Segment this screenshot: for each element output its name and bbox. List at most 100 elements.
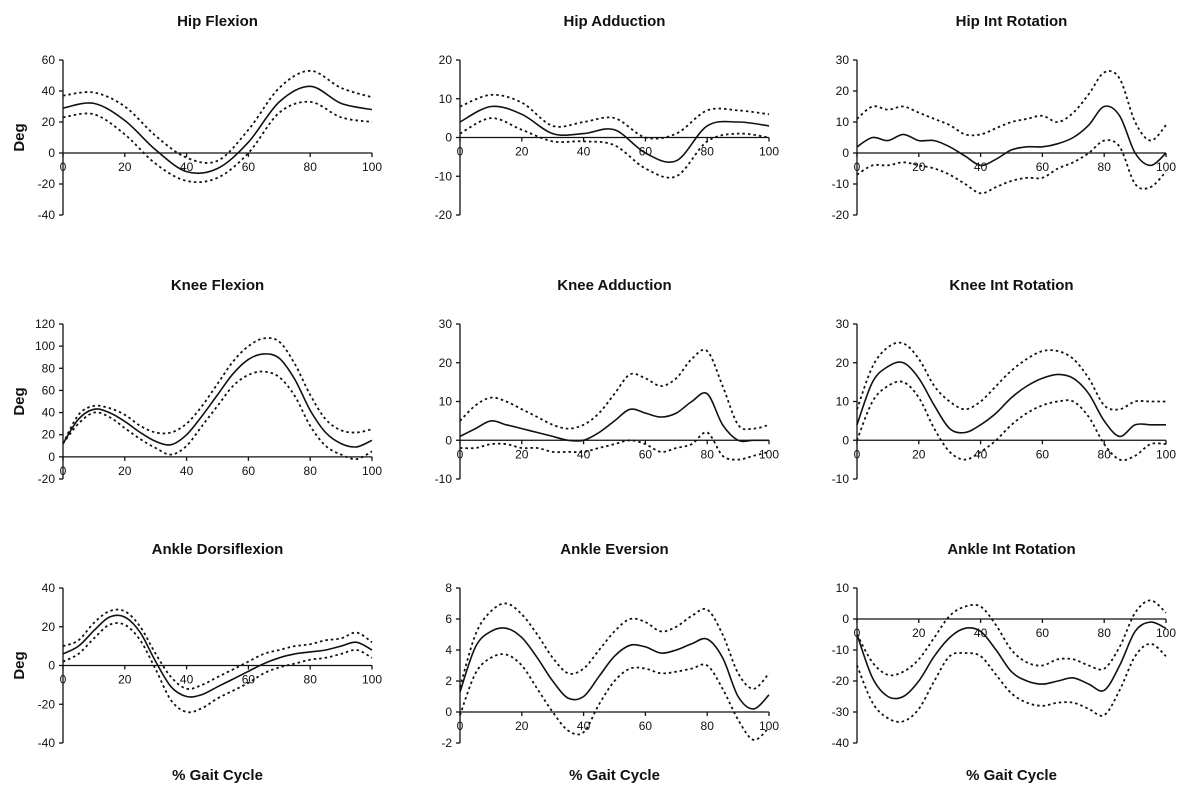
- x-axis-label: % Gait Cycle: [172, 767, 263, 784]
- y-tick-label: -40: [832, 736, 850, 750]
- y-tick-label: 20: [439, 356, 453, 370]
- y-tick-label: 30: [836, 53, 850, 67]
- y-tick-label: 20: [836, 356, 850, 370]
- y-tick-label: 30: [836, 317, 850, 331]
- chart-panel-6: Knee Int Rotation -10 0 10 20 30 0 20 40 60 80 100: [794, 264, 1191, 528]
- chart-title: Ankle Dorsiflexion: [152, 541, 284, 558]
- y-tick-label: 10: [836, 581, 850, 595]
- y-tick-label: 10: [439, 92, 453, 106]
- series-upper-line: [856, 599, 1167, 677]
- x-tick-label: 80: [304, 160, 318, 174]
- x-tick-label: 20: [912, 626, 926, 640]
- chart-panel-9: Ankle Int Rotation -40 -30 -20 -10 0 10 0 20 40 60…: [794, 528, 1191, 792]
- series-mean-line: [856, 621, 1167, 700]
- x-axis-label: % Gait Cycle: [966, 767, 1057, 784]
- x-tick-label: 100: [362, 464, 382, 478]
- chart-svg: Knee Flexion -20 0 20 40 60 80 100 120 0 20 40 60 80 1…: [11, 277, 382, 486]
- series-mean-line: [459, 392, 769, 443]
- y-tick-label: 0: [445, 433, 452, 447]
- x-tick-label: 40: [180, 464, 194, 478]
- x-tick-label: 20: [118, 464, 132, 478]
- y-tick-label: -20: [38, 697, 56, 711]
- series-lower-line: [459, 653, 770, 741]
- series-upper-line: [459, 93, 770, 140]
- chart-title: Ankle Int Rotation: [947, 541, 1075, 558]
- series-mean-line: [459, 627, 770, 710]
- x-tick-label: 80: [701, 447, 715, 461]
- x-tick-label: 100: [362, 160, 382, 174]
- x-tick-label: 20: [515, 447, 529, 461]
- y-tick-label: 120: [35, 317, 55, 331]
- x-tick-label: 40: [974, 447, 988, 461]
- series-upper-line: [459, 348, 770, 431]
- series-lower-line: [62, 370, 373, 461]
- y-tick-label: 60: [42, 383, 56, 397]
- chart-title: Hip Int Rotation: [956, 13, 1068, 30]
- series-upper-line: [62, 608, 373, 690]
- y-tick-label: 20: [42, 428, 56, 442]
- y-tick-label: -30: [832, 705, 850, 719]
- y-axis-label: Deg: [11, 123, 28, 151]
- y-tick-label: 10: [439, 395, 453, 409]
- y-tick-label: 0: [842, 146, 849, 160]
- x-tick-label: 100: [1156, 160, 1176, 174]
- x-tick-label: 0: [854, 160, 861, 174]
- x-tick-label: 20: [515, 719, 529, 733]
- y-tick-label: 4: [445, 643, 452, 657]
- x-tick-label: 100: [759, 447, 779, 461]
- x-tick-label: 100: [362, 673, 382, 687]
- series-mean-line: [459, 105, 770, 164]
- x-tick-label: 100: [759, 719, 779, 733]
- x-tick-label: 20: [912, 160, 926, 174]
- y-tick-label: 40: [42, 581, 56, 595]
- y-axis-label: Deg: [11, 651, 28, 679]
- y-tick-label: 0: [445, 131, 452, 145]
- x-tick-label: 60: [1036, 447, 1050, 461]
- x-tick-label: 60: [1036, 160, 1050, 174]
- y-tick-label: -20: [435, 208, 453, 222]
- y-tick-label: 40: [42, 84, 56, 98]
- y-tick-label: 0: [842, 612, 849, 626]
- y-tick-label: -10: [435, 472, 453, 486]
- y-tick-label: -20: [832, 674, 850, 688]
- series-mean-line: [62, 353, 373, 448]
- y-tick-label: 20: [836, 84, 850, 98]
- y-tick-label: 0: [48, 146, 55, 160]
- y-tick-label: 20: [42, 620, 56, 634]
- chart-title: Hip Flexion: [177, 13, 258, 30]
- x-tick-label: 100: [759, 145, 779, 159]
- y-tick-label: 100: [35, 339, 55, 353]
- y-axis-label: Deg: [11, 387, 28, 415]
- y-tick-label: 40: [42, 406, 56, 420]
- x-tick-label: 40: [577, 447, 591, 461]
- y-tick-label: 0: [445, 705, 452, 719]
- x-tick-label: 20: [515, 145, 529, 159]
- series-lower-line: [62, 622, 373, 714]
- y-tick-label: -10: [832, 177, 850, 191]
- y-tick-label: 0: [48, 450, 55, 464]
- x-tick-label: 40: [974, 160, 988, 174]
- x-tick-label: 100: [1156, 447, 1176, 461]
- series-mean-line: [62, 614, 373, 698]
- series-mean-line: [856, 361, 1166, 438]
- series-upper-line: [856, 341, 1166, 411]
- series-upper-line: [856, 70, 1167, 142]
- y-tick-label: -40: [38, 208, 56, 222]
- y-tick-label: 2: [445, 674, 452, 688]
- x-tick-label: 0: [854, 447, 861, 461]
- y-tick-label: -40: [38, 736, 56, 750]
- series-upper-line: [62, 337, 373, 445]
- series-lower-line: [459, 431, 770, 461]
- x-tick-label: 60: [639, 447, 653, 461]
- series-mean-line: [62, 85, 373, 175]
- series-lower-line: [856, 642, 1167, 723]
- x-tick-label: 60: [242, 464, 256, 478]
- chart-panel-5: Knee Adduction -10 0 10 20 30 0 20 40 60 80 100: [397, 264, 794, 528]
- series-upper-line: [459, 602, 770, 690]
- y-tick-label: 60: [42, 53, 56, 67]
- y-tick-label: 8: [445, 581, 452, 595]
- x-tick-label: 0: [457, 447, 464, 461]
